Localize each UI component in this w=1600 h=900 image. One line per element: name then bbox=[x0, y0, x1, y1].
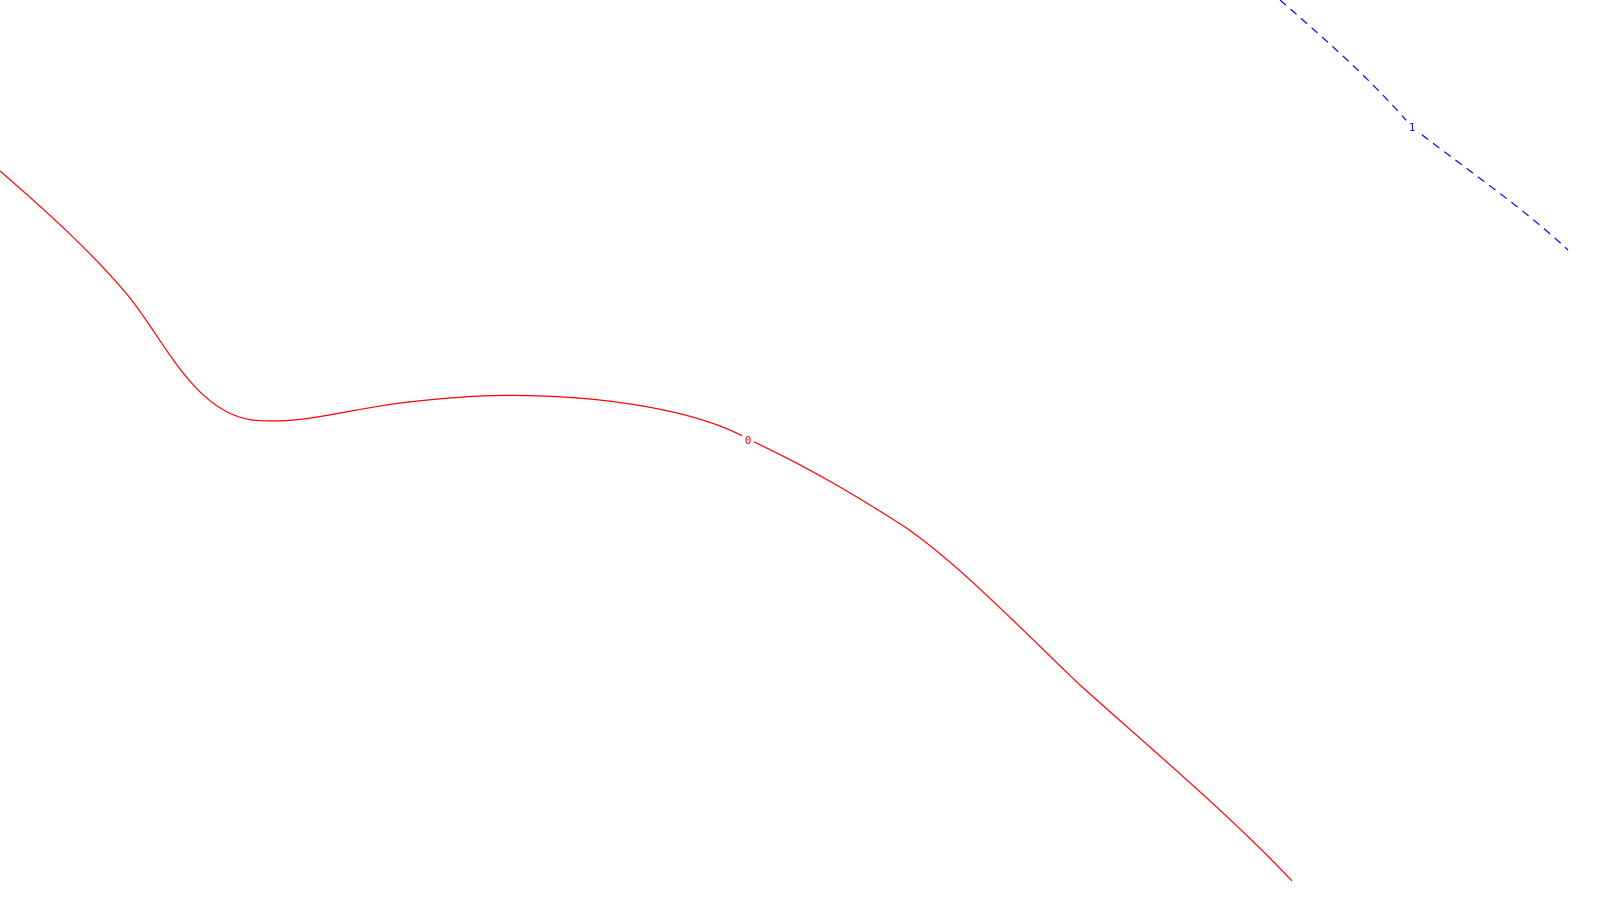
curve-0-label-background bbox=[742, 433, 754, 446]
curve-0-label: 0 bbox=[745, 434, 752, 447]
curve-1-label-background bbox=[1406, 120, 1418, 133]
curve-0-line bbox=[0, 170, 1293, 882]
curve-1-line bbox=[1279, 0, 1569, 251]
curve-1-label: 1 bbox=[1409, 121, 1416, 134]
